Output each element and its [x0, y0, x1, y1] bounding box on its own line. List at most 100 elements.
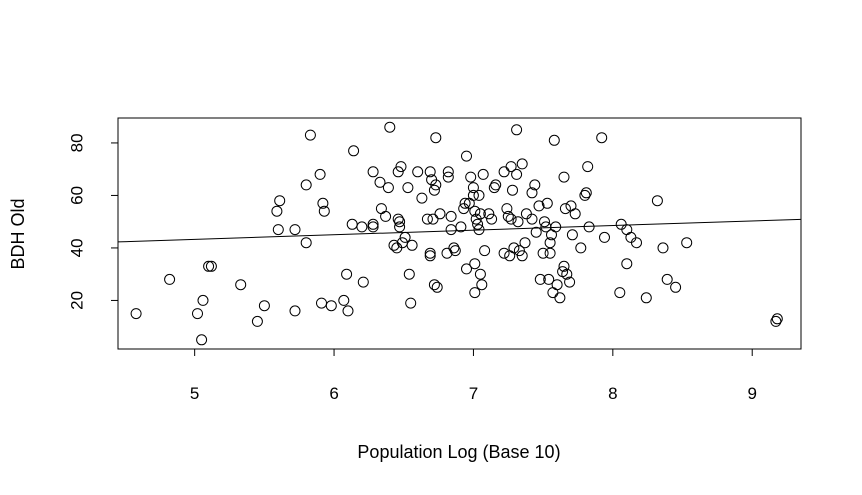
- data-point: [621, 224, 633, 236]
- data-point: [544, 237, 556, 249]
- data-point: [670, 281, 682, 293]
- data-point: [526, 213, 538, 225]
- data-point: [461, 263, 472, 275]
- data-point: [428, 184, 440, 196]
- data-point: [375, 203, 387, 215]
- data-point: [289, 224, 301, 236]
- data-point: [530, 226, 542, 238]
- data-point: [384, 121, 396, 133]
- x-tick-label: 6: [329, 384, 338, 403]
- data-point: [455, 221, 467, 233]
- data-point: [392, 213, 404, 225]
- data-points: [130, 121, 783, 346]
- data-point: [526, 187, 538, 199]
- x-tick-label: 5: [190, 384, 199, 403]
- data-point: [551, 279, 563, 291]
- data-point: [367, 218, 379, 230]
- data-point: [357, 276, 369, 288]
- data-point: [130, 308, 142, 320]
- data-point: [300, 179, 312, 191]
- data-point: [565, 200, 577, 212]
- data-point: [596, 132, 608, 144]
- data-point: [559, 203, 571, 215]
- data-point: [558, 171, 570, 183]
- data-point: [519, 237, 531, 249]
- data-point: [473, 189, 485, 201]
- x-axis: 5 6 7 8 9: [190, 348, 757, 403]
- data-point: [501, 203, 513, 215]
- data-point: [235, 279, 247, 291]
- data-point: [614, 287, 626, 299]
- data-point: [615, 218, 627, 230]
- data-point: [416, 192, 428, 204]
- data-point: [661, 273, 673, 285]
- data-point: [476, 279, 488, 291]
- data-point: [505, 213, 517, 225]
- data-point: [548, 134, 560, 146]
- data-point: [543, 273, 555, 285]
- data-point: [412, 166, 424, 178]
- data-point: [445, 210, 457, 222]
- data-point: [512, 216, 524, 228]
- data-point: [490, 179, 502, 191]
- data-point: [547, 287, 559, 299]
- data-point: [467, 189, 479, 201]
- data-point: [196, 334, 208, 346]
- data-point: [421, 213, 433, 225]
- data-point: [554, 292, 566, 304]
- data-point: [348, 145, 360, 157]
- data-point: [442, 166, 454, 178]
- data-point: [621, 258, 633, 270]
- data-point: [472, 218, 484, 230]
- data-point: [474, 208, 486, 220]
- data-point: [579, 189, 591, 201]
- data-point: [561, 268, 573, 280]
- data-point: [469, 258, 481, 270]
- data-point: [498, 247, 510, 259]
- data-point: [395, 161, 407, 173]
- x-tick-label: 9: [747, 384, 756, 403]
- data-point: [508, 242, 520, 254]
- data-point: [402, 182, 414, 194]
- data-point: [205, 260, 217, 272]
- data-point: [566, 229, 578, 241]
- data-point: [271, 205, 283, 217]
- data-point: [382, 182, 394, 194]
- data-point: [488, 182, 500, 194]
- data-point: [498, 166, 510, 178]
- data-point: [599, 231, 610, 243]
- data-point: [657, 242, 669, 254]
- data-point: [403, 268, 415, 280]
- data-point: [317, 197, 329, 209]
- data-point: [569, 208, 581, 220]
- data-point: [342, 305, 354, 317]
- data-point: [289, 305, 301, 317]
- data-point: [479, 245, 491, 257]
- data-point: [424, 166, 436, 178]
- data-point: [164, 273, 176, 285]
- data-point: [445, 224, 457, 236]
- data-point: [304, 129, 316, 141]
- data-point: [394, 216, 406, 228]
- data-point: [406, 239, 418, 251]
- data-point: [469, 205, 481, 217]
- data-point: [516, 250, 528, 262]
- data-point: [511, 168, 523, 180]
- data-point: [192, 308, 203, 320]
- data-point: [258, 300, 270, 312]
- data-point: [486, 213, 498, 225]
- data-point: [430, 132, 442, 144]
- x-axis-label: Population Log (Base 10): [357, 442, 560, 462]
- data-point: [544, 247, 556, 259]
- data-point: [318, 205, 330, 217]
- data-point: [427, 213, 439, 225]
- y-tick-label: 60: [68, 186, 87, 205]
- data-point: [483, 208, 495, 220]
- data-point: [392, 166, 404, 178]
- data-point: [582, 161, 594, 173]
- data-point: [575, 242, 587, 254]
- data-point: [541, 197, 553, 209]
- data-point: [507, 184, 518, 196]
- data-point: [502, 210, 514, 222]
- data-point: [580, 187, 592, 199]
